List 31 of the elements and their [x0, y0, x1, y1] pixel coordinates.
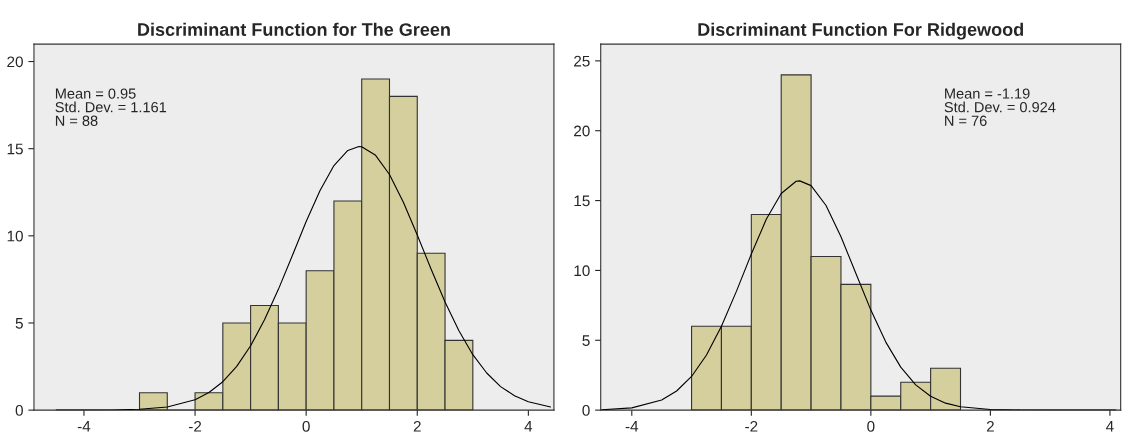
- y-tick-label: 0: [582, 405, 590, 416]
- annotation: Mean = 0.95: [55, 88, 136, 99]
- y-tick-label: 5: [15, 318, 23, 329]
- chart-title: Discriminant Function for The Green: [138, 22, 450, 36]
- x-tick-label: -2: [745, 420, 758, 432]
- y-tick-label: 5: [582, 335, 590, 346]
- y-tick-label: 15: [7, 143, 23, 155]
- annotation: Mean = -1.19: [945, 88, 1030, 99]
- y-tick-label: 20: [7, 56, 23, 68]
- annotation: N = 88: [55, 115, 98, 126]
- x-tick-label: 0: [867, 420, 875, 432]
- annotation: Std. Dev. = 0.924: [944, 101, 1056, 113]
- x-tick-label: -2: [188, 420, 202, 432]
- x-tick-label: -4: [625, 421, 639, 432]
- annotation: N = 76: [945, 115, 987, 126]
- y-tick-label: 20: [574, 125, 590, 137]
- x-tick-label: 0: [302, 420, 310, 432]
- x-tick-label: 4: [1106, 421, 1114, 432]
- line-series: [601, 180, 1117, 411]
- y-tick-label: 10: [574, 265, 590, 277]
- x-tick-label: 4: [524, 421, 533, 432]
- y-tick-label: 25: [574, 55, 590, 67]
- annotation: Std. Dev. = 1.161: [55, 101, 167, 113]
- y-tick-label: 15: [574, 195, 590, 207]
- chart-title: Discriminant Function For Ridgewood: [698, 22, 1024, 40]
- x-tick-label: 2: [986, 420, 994, 432]
- y-tick-label: 10: [7, 230, 23, 242]
- x-tick-label: -4: [77, 421, 91, 432]
- line-series: [55, 146, 552, 411]
- y-tick-label: 0: [15, 405, 23, 416]
- x-tick-label: 2: [413, 420, 421, 432]
